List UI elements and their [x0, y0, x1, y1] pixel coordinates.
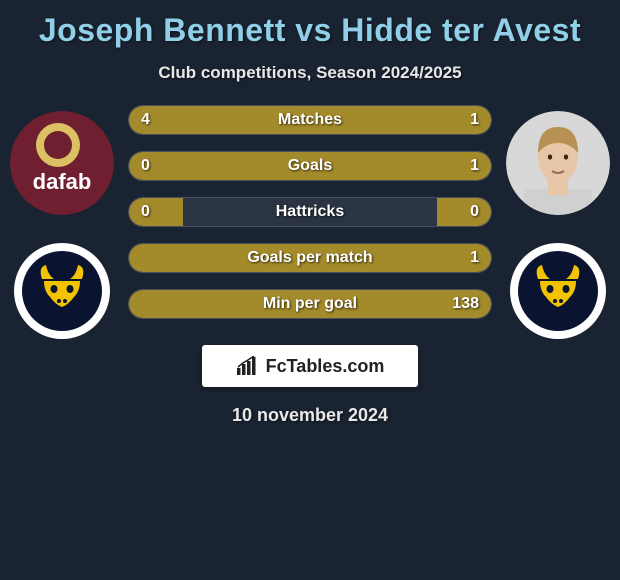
- page-title: Joseph Bennett vs Hidde ter Avest: [0, 0, 620, 49]
- stat-bar: 4 Matches 1: [128, 105, 492, 135]
- stat-bar: Goals per match 1: [128, 243, 492, 273]
- stat-bar: Min per goal 138: [128, 289, 492, 319]
- left-player-col: dafab OXFORD UNITED: [6, 105, 118, 339]
- footer-date: 10 november 2024: [0, 405, 620, 426]
- stat-label: Hattricks: [129, 198, 491, 226]
- watermark-badge: FcTables.com: [202, 345, 418, 387]
- stat-label: Goals per match: [129, 244, 491, 272]
- comparison-row: dafab OXFORD UNITED: [0, 105, 620, 339]
- stat-bar: 0 Goals 1: [128, 151, 492, 181]
- barchart-icon: [236, 356, 260, 376]
- stat-bar: 0 Hattricks 0: [128, 197, 492, 227]
- stat-bars: 4 Matches 1 0 Goals 1 0 Hattricks 0 Goal…: [118, 105, 502, 335]
- left-sponsor-text: dafab: [33, 169, 92, 194]
- stat-label: Matches: [129, 106, 491, 134]
- stat-label: Goals: [129, 152, 491, 180]
- right-player-photo: [506, 111, 610, 215]
- stat-value-right: 1: [470, 244, 479, 272]
- left-player-photo: dafab: [10, 111, 114, 215]
- stat-value-right: 1: [470, 106, 479, 134]
- watermark-text: FcTables.com: [266, 356, 385, 377]
- right-club-logo: OXFORD UNITED: [510, 243, 606, 339]
- page-subtitle: Club competitions, Season 2024/2025: [0, 63, 620, 83]
- stat-value-right: 1: [470, 152, 479, 180]
- stat-label: Min per goal: [129, 290, 491, 318]
- right-player-col: OXFORD UNITED: [502, 105, 614, 339]
- stat-value-right: 138: [452, 290, 479, 318]
- stat-value-right: 0: [470, 198, 479, 226]
- left-club-logo: OXFORD UNITED: [14, 243, 110, 339]
